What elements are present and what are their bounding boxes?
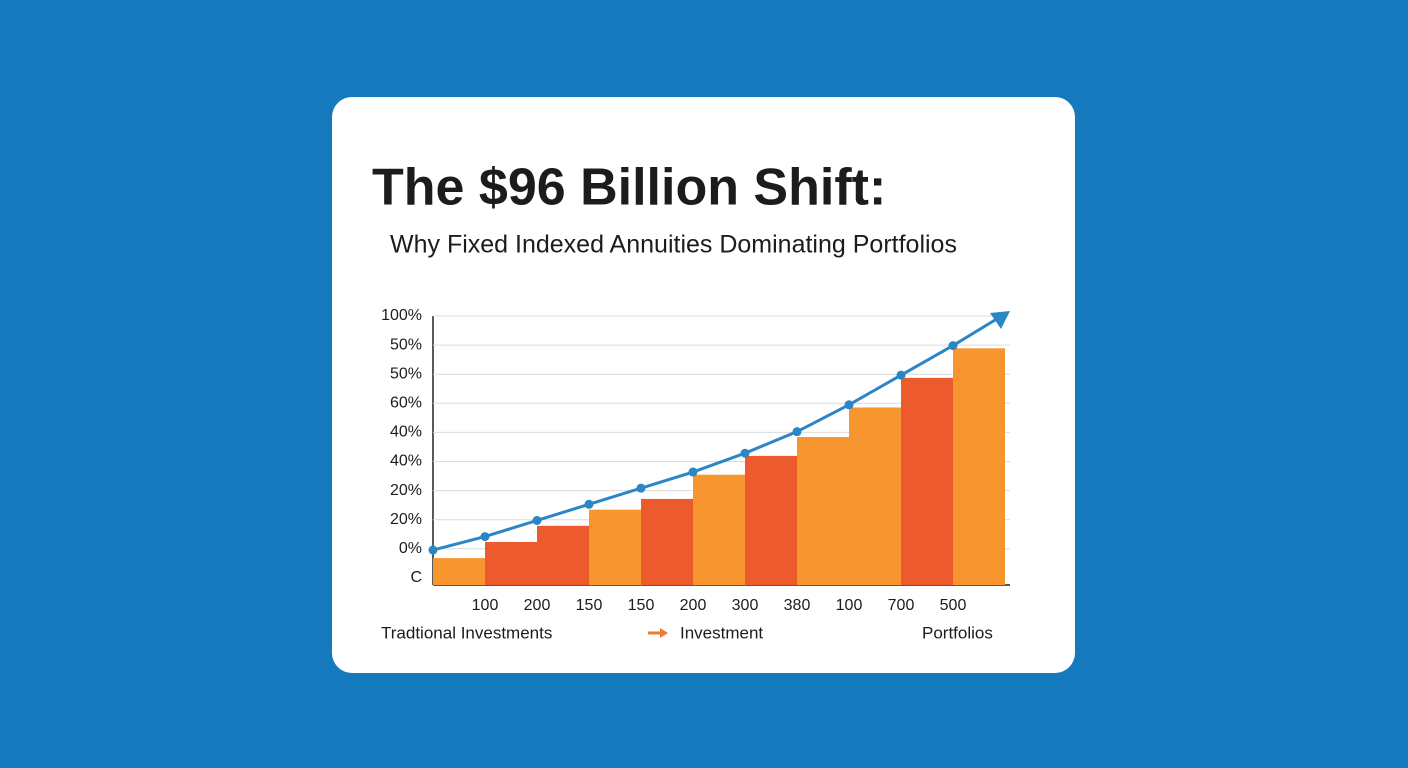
y-axis-label: 50% xyxy=(390,365,422,382)
trend-point xyxy=(792,427,802,437)
y-axis-label: 0% xyxy=(399,540,422,557)
trend-point xyxy=(740,448,750,458)
trend-point xyxy=(532,515,542,525)
trend-point xyxy=(480,532,490,542)
trend-arrow-head xyxy=(990,311,1010,329)
x-tick-label: 300 xyxy=(732,597,759,614)
y-axis-label: 50% xyxy=(390,336,422,353)
trend-arrow xyxy=(952,315,1001,347)
y-axis-label: 100% xyxy=(381,307,422,324)
trend-point xyxy=(428,545,438,555)
bar xyxy=(589,509,641,585)
y-axis-label: 20% xyxy=(390,482,422,499)
x-tick-label: 100 xyxy=(472,597,499,614)
chart-title: The $96 Billion Shift: xyxy=(372,159,886,217)
trend-point xyxy=(844,400,854,410)
x-tick-label: 100 xyxy=(836,597,863,614)
x-tick-label: 200 xyxy=(524,597,551,614)
bar xyxy=(797,437,849,585)
x-tick-label: 700 xyxy=(888,597,915,614)
x-tick-label: 380 xyxy=(784,597,811,614)
x-tick-label: 150 xyxy=(576,597,603,614)
bar xyxy=(485,541,537,585)
bar xyxy=(641,498,693,585)
y-axis-label: 20% xyxy=(390,511,422,528)
y-axis-label: 40% xyxy=(390,453,422,470)
chart-subtitle: Why Fixed Indexed Annuities Dominating P… xyxy=(390,231,957,259)
legend-arrow-head xyxy=(660,628,668,638)
trend-point xyxy=(584,499,594,509)
trend-point xyxy=(896,370,906,380)
bar xyxy=(745,455,797,585)
bar xyxy=(901,377,953,585)
footer-label: Portfolios xyxy=(922,623,993,642)
trend-point xyxy=(948,341,958,351)
y-axis-label: 60% xyxy=(390,395,422,412)
x-tick-label: 500 xyxy=(940,597,967,614)
bar xyxy=(693,474,745,585)
trend-point xyxy=(688,467,698,477)
bar xyxy=(953,348,1005,585)
y-axis-label: 40% xyxy=(390,424,422,441)
footer-label: Tradtional Investments xyxy=(381,623,552,642)
y-axis-label: C xyxy=(410,569,422,586)
trend-point xyxy=(636,483,646,493)
bar xyxy=(433,558,485,585)
bar xyxy=(537,525,589,585)
bar xyxy=(849,407,901,585)
x-tick-label: 150 xyxy=(628,597,655,614)
footer-label: Investment xyxy=(680,623,763,642)
x-tick-label: 200 xyxy=(680,597,707,614)
